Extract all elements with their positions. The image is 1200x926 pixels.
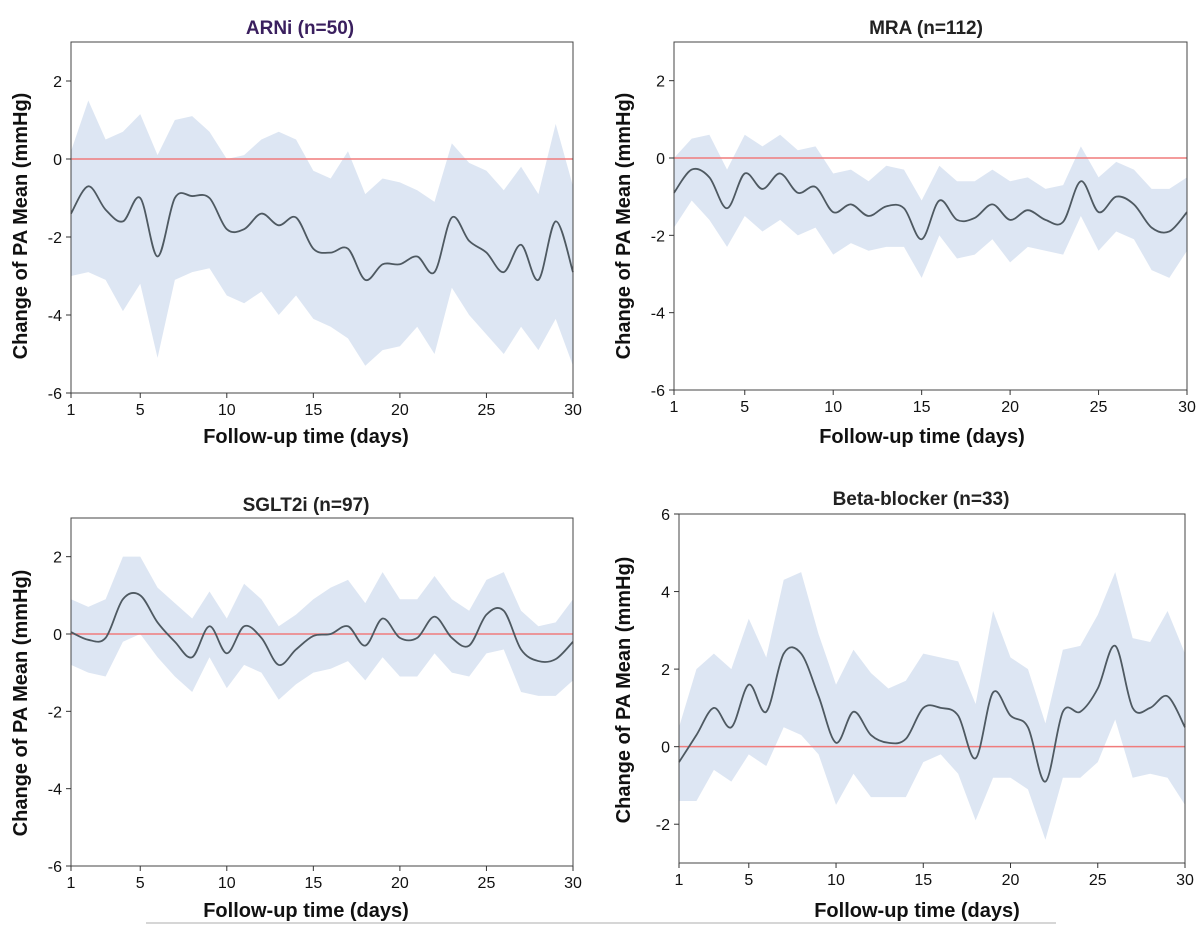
- y-tick-label: 4: [661, 585, 670, 602]
- x-tick-label: 30: [1178, 399, 1196, 416]
- mean-line: [673, 167, 1188, 241]
- x-tick-label: 15: [304, 402, 322, 419]
- y-tick-label: 6: [661, 507, 670, 524]
- x-tick-label: 10: [218, 875, 236, 892]
- x-tick-label: 25: [478, 402, 496, 419]
- x-tick-label: 30: [564, 875, 582, 892]
- y-tick-label: -4: [651, 306, 665, 323]
- confidence-band: [71, 556, 573, 700]
- mean-line: [678, 644, 1186, 783]
- y-tick-label: 2: [656, 74, 665, 91]
- y-tick-label: 0: [656, 151, 665, 168]
- x-axis-title: Follow-up time (days): [203, 426, 409, 448]
- x-tick-label: 1: [670, 399, 679, 416]
- y-axis-title: Change of PA Mean (mmHg): [613, 93, 635, 360]
- x-tick-label: 5: [744, 872, 753, 889]
- plot-frame: [678, 513, 1186, 864]
- plot-frame: [70, 517, 574, 867]
- x-axis-title: Follow-up time (days): [814, 900, 1020, 922]
- x-tick-label: 20: [391, 875, 409, 892]
- plot-frame: [673, 41, 1188, 391]
- y-tick-label: -6: [651, 383, 665, 400]
- panel-title: SGLT2i (n=97): [243, 495, 370, 516]
- x-tick-label: 1: [675, 872, 684, 889]
- x-tick-label: 15: [304, 875, 322, 892]
- y-tick-label: 0: [53, 152, 62, 169]
- x-axis-title: Follow-up time (days): [203, 900, 409, 922]
- x-tick-label: 15: [914, 872, 932, 889]
- confidence-band: [71, 100, 573, 366]
- y-tick-label: 2: [53, 550, 62, 567]
- y-axis-title: Change of PA Mean (mmHg): [613, 557, 635, 824]
- x-tick-label: 10: [824, 399, 842, 416]
- y-tick-label: 0: [53, 627, 62, 644]
- x-tick-label: 1: [67, 875, 76, 892]
- x-tick-label: 25: [1090, 399, 1108, 416]
- x-tick-label: 5: [740, 399, 749, 416]
- y-tick-label: -2: [656, 817, 670, 834]
- y-tick-label: 2: [661, 662, 670, 679]
- y-tick-label: 2: [53, 74, 62, 91]
- panel-title: MRA (n=112): [869, 18, 983, 39]
- panel-title: Beta-blocker (n=33): [833, 489, 1010, 510]
- x-tick-label: 20: [391, 402, 409, 419]
- y-tick-label: -4: [48, 308, 62, 325]
- y-axis-title: Change of PA Mean (mmHg): [10, 93, 32, 360]
- y-tick-label: -6: [48, 859, 62, 876]
- mean-line: [70, 185, 574, 281]
- plot-frame: [70, 41, 574, 394]
- x-tick-label: 1: [67, 402, 76, 419]
- y-tick-label: -2: [48, 230, 62, 247]
- y-tick-label: -2: [651, 228, 665, 245]
- x-tick-label: 30: [564, 402, 582, 419]
- x-tick-label: 20: [1002, 872, 1020, 889]
- y-axis-title: Change of PA Mean (mmHg): [10, 570, 32, 837]
- y-tick-label: 0: [661, 740, 670, 757]
- x-tick-label: 25: [1089, 872, 1107, 889]
- y-tick-label: -2: [48, 704, 62, 721]
- confidence-band: [674, 134, 1187, 278]
- y-tick-label: -4: [48, 782, 62, 799]
- x-tick-label: 10: [218, 402, 236, 419]
- mean-line: [70, 592, 574, 666]
- x-tick-label: 30: [1176, 872, 1194, 889]
- x-tick-label: 20: [1001, 399, 1019, 416]
- x-tick-label: 5: [136, 402, 145, 419]
- x-axis-title: Follow-up time (days): [819, 426, 1025, 448]
- x-tick-label: 25: [478, 875, 496, 892]
- panel-title: ARNi (n=50): [246, 18, 354, 39]
- x-tick-label: 5: [136, 875, 145, 892]
- x-tick-label: 10: [827, 872, 845, 889]
- y-tick-label: -6: [48, 386, 62, 403]
- x-tick-label: 15: [913, 399, 931, 416]
